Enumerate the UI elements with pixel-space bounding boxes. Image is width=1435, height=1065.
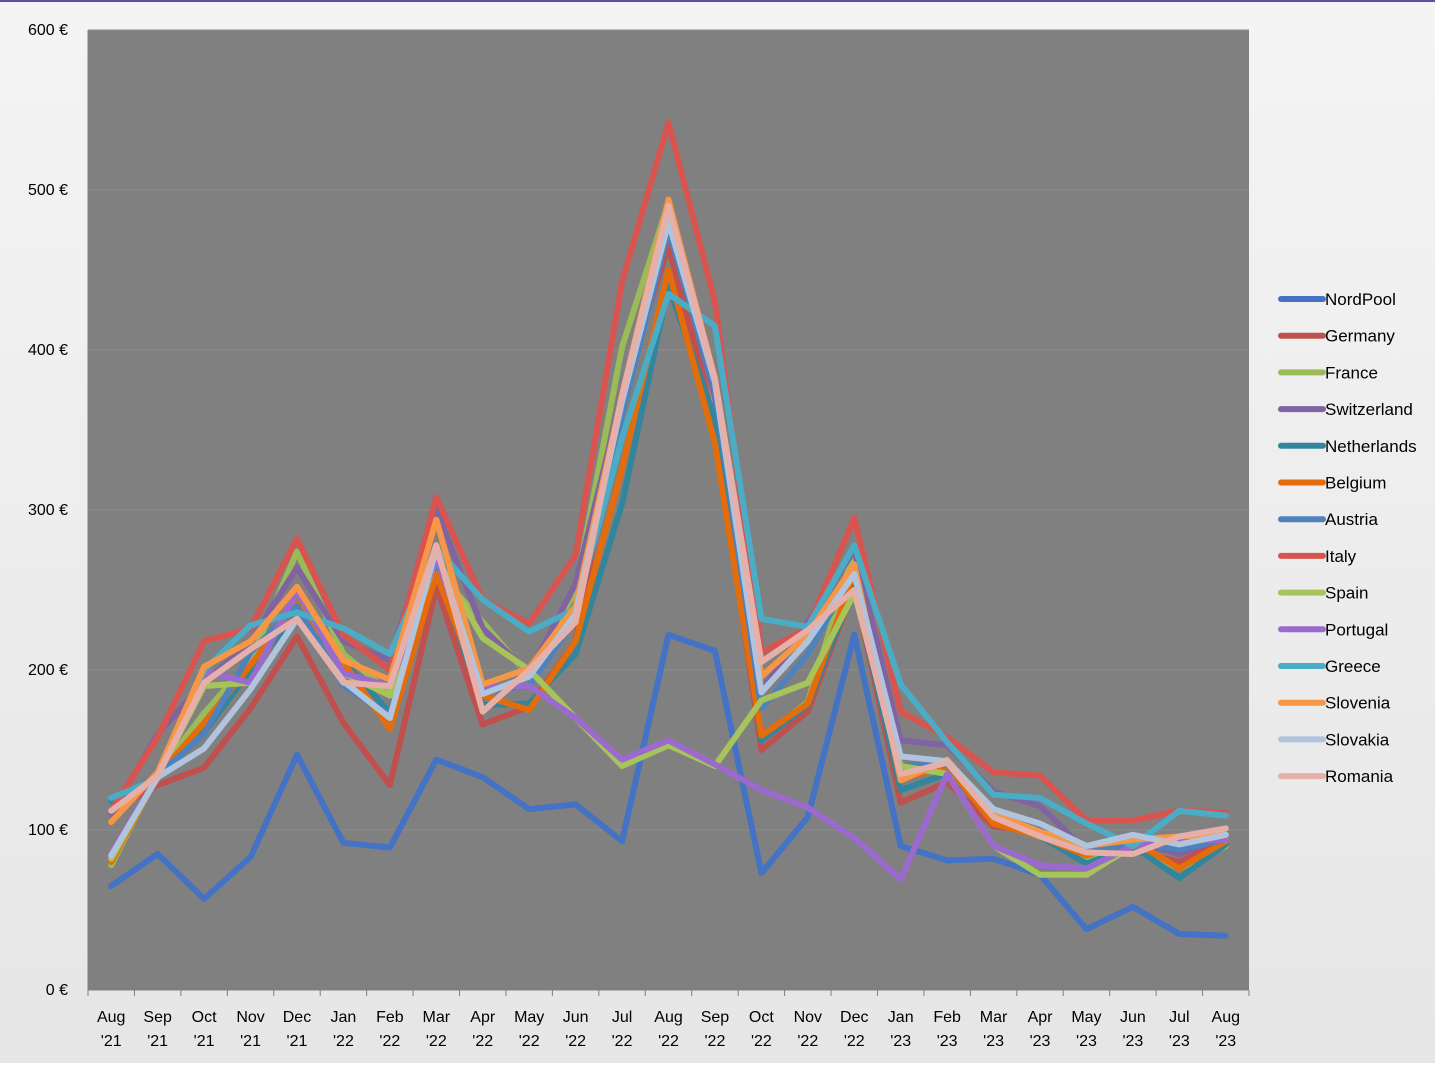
x-tick-label-year: '22 xyxy=(519,1033,540,1050)
x-tick-label-year: '23 xyxy=(1030,1033,1051,1050)
x-tick-label-year: '22 xyxy=(751,1033,772,1050)
x-tick-label-year: '22 xyxy=(379,1033,400,1050)
x-tick-label-month: Oct xyxy=(749,1009,774,1026)
legend-label-italy: Italy xyxy=(1325,547,1357,566)
x-tick-label-year: '21 xyxy=(147,1033,168,1050)
x-tick-label-year: '22 xyxy=(705,1033,726,1050)
x-tick-label-month: Nov xyxy=(236,1009,264,1026)
x-axis: Aug '21 Sep '21 Oct '21 Nov '21 Dec '21 Jan '22 Feb '… xyxy=(87,989,1250,1050)
x-tick-label-year: '22 xyxy=(426,1033,447,1050)
x-tick-label-year: '23 xyxy=(937,1033,958,1050)
x-tick-label-month: Jun xyxy=(563,1009,589,1026)
legend-label-greece: Greece xyxy=(1325,657,1381,676)
x-tick-label-year: '22 xyxy=(565,1033,586,1050)
legend-label-switzerland: Switzerland xyxy=(1325,400,1413,419)
x-tick-label-month: Dec xyxy=(283,1009,311,1026)
x-tick-label-month: Apr xyxy=(1028,1009,1054,1026)
legend: NordPool Germany France Switzerland Netherla… xyxy=(1278,290,1417,786)
x-tick-label-year: '22 xyxy=(472,1033,493,1050)
legend-label-nordpool: NordPool xyxy=(1325,290,1396,309)
x-tick-label-month: Jul xyxy=(1169,1009,1189,1026)
legend-label-belgium: Belgium xyxy=(1325,474,1386,493)
x-tick-label-year: '23 xyxy=(983,1033,1004,1050)
x-tick-label-year: '23 xyxy=(1122,1033,1143,1050)
x-tick-label-year: '22 xyxy=(658,1033,679,1050)
x-tick-label-month: Aug xyxy=(654,1009,682,1026)
x-tick-label-month: Sep xyxy=(143,1009,172,1026)
x-tick-label-month: Feb xyxy=(376,1009,404,1026)
series-line-italy xyxy=(108,119,1229,824)
legend-label-slovenia: Slovenia xyxy=(1325,694,1391,713)
x-tick-label-month: May xyxy=(514,1009,544,1026)
x-tick-label-month: Jun xyxy=(1120,1009,1146,1026)
y-tick-label: 600 € xyxy=(28,22,68,39)
x-tick-label-month: Jan xyxy=(331,1009,357,1026)
x-tick-label-month: Feb xyxy=(933,1009,961,1026)
x-tick-label-month: Jan xyxy=(888,1009,914,1026)
legend-label-portugal: Portugal xyxy=(1325,620,1388,639)
x-tick-label-month: Jul xyxy=(612,1009,632,1026)
legend-label-austria: Austria xyxy=(1325,510,1378,529)
x-tick-label-month: Aug xyxy=(1212,1009,1240,1026)
x-tick-label-month: Apr xyxy=(470,1009,496,1026)
x-tick-label-year: '22 xyxy=(797,1033,818,1050)
x-tick-label-year: '21 xyxy=(240,1033,261,1050)
x-tick-label-year: '22 xyxy=(844,1033,865,1050)
x-tick-label-month: Sep xyxy=(701,1009,730,1026)
legend-label-france: France xyxy=(1325,363,1378,382)
series-line-slovenia xyxy=(108,196,1229,849)
x-tick-label-year: '23 xyxy=(1169,1033,1190,1050)
x-tick-label-month: Dec xyxy=(840,1009,868,1026)
y-tick-label: 500 € xyxy=(28,182,68,199)
x-tick-label-year: '23 xyxy=(890,1033,911,1050)
x-tick-label-year: '21 xyxy=(194,1033,215,1050)
y-tick-label: 200 € xyxy=(28,662,68,679)
x-tick-label-year: '21 xyxy=(287,1033,308,1050)
gridlines xyxy=(88,29,1249,831)
y-tick-label: 100 € xyxy=(28,822,68,839)
y-tick-label: 300 € xyxy=(28,502,68,519)
x-tick-label-year: '22 xyxy=(333,1033,354,1050)
x-tick-label-year: '23 xyxy=(1076,1033,1097,1050)
legend-label-slovakia: Slovakia xyxy=(1325,730,1390,749)
series-lines xyxy=(108,119,1229,939)
y-tick-label: 0 € xyxy=(46,982,68,999)
y-axis: 0 € 100 € 200 € 300 € 400 € 500 € 600 € xyxy=(28,22,89,999)
x-tick-label-year: '23 xyxy=(1215,1033,1236,1050)
legend-label-spain: Spain xyxy=(1325,584,1368,603)
series-line-romania xyxy=(108,203,1229,857)
x-tick-label-month: Mar xyxy=(980,1009,1008,1026)
x-tick-label-month: Aug xyxy=(97,1009,125,1026)
x-tick-label-month: Oct xyxy=(192,1009,217,1026)
x-tick-label-month: Nov xyxy=(794,1009,822,1026)
x-tick-label-month: Mar xyxy=(423,1009,451,1026)
x-tick-label-year: '22 xyxy=(612,1033,633,1050)
x-tick-label-month: May xyxy=(1071,1009,1101,1026)
legend-label-romania: Romania xyxy=(1325,767,1394,786)
series-line-greece xyxy=(108,291,1229,849)
y-tick-label: 400 € xyxy=(28,342,68,359)
legend-label-netherlands: Netherlands xyxy=(1325,437,1417,456)
legend-label-germany: Germany xyxy=(1325,327,1395,346)
x-tick-label-year: '21 xyxy=(101,1033,122,1050)
